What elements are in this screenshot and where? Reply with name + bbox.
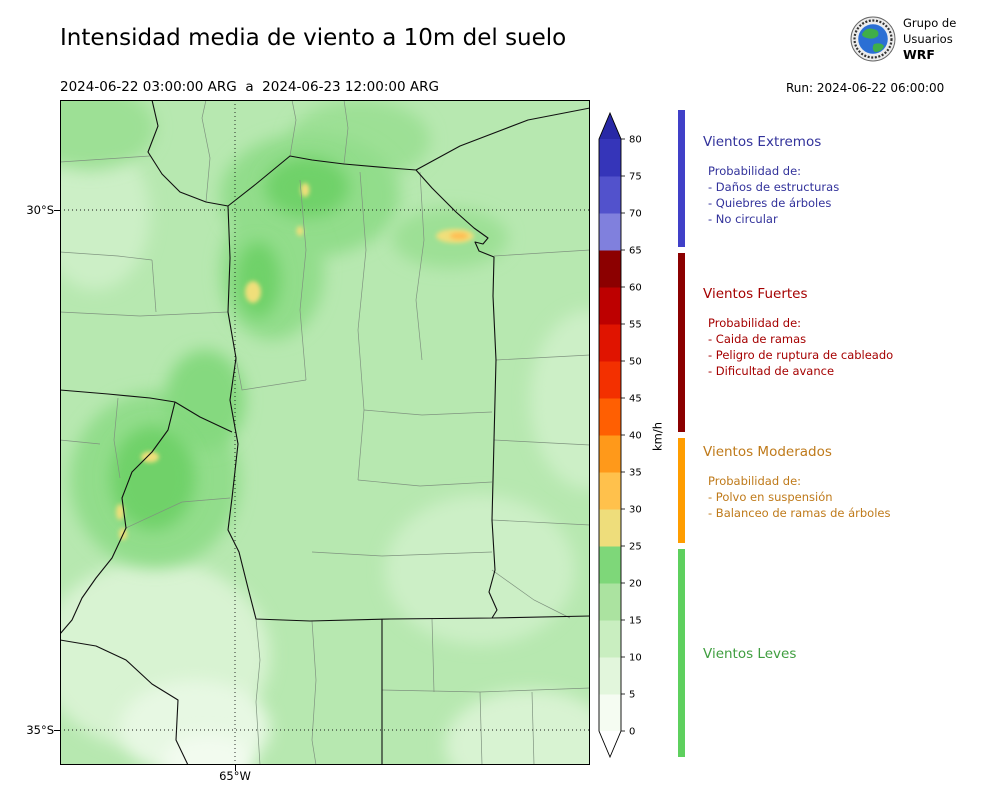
wrf-globe-icon: [850, 16, 896, 62]
page-title: Intensidad media de viento a 10m del sue…: [60, 25, 567, 51]
wind-map-svg: [60, 100, 590, 765]
legend-section-fuertes: Vientos Fuertes Probabilidad de: - Caida…: [703, 286, 995, 379]
department-boundaries: [60, 100, 590, 765]
legend-section-extremos: Vientos Extremos Probabilidad de: - Daño…: [703, 134, 995, 227]
legend-heading: Probabilidad de:: [708, 164, 802, 178]
colorbar-tick-label: 70: [629, 208, 642, 219]
logo-line-1: Grupo de: [903, 16, 957, 30]
colorbar-segment: [599, 324, 621, 362]
lat-tick-30s: 30°S: [26, 203, 54, 217]
legend-heading: Probabilidad de:: [708, 474, 802, 488]
colorbar: 0 5 10 15 20 25 30 35 40 45 50 55 60 65 70 75 80: [598, 111, 642, 759]
colorbar-segment: [599, 620, 621, 658]
colorbar-tick-label: 15: [629, 615, 642, 626]
legend-strip-moderados: [678, 438, 685, 543]
legend-item: - Balanceo de ramas de árboles: [708, 506, 891, 520]
legend-strip-extremos: [678, 110, 685, 247]
colorbar-segment: [599, 176, 621, 214]
colorbar-tick-label: 65: [629, 245, 642, 256]
colorbar-segment: [599, 546, 621, 584]
gridlines: [60, 100, 590, 765]
legend-strip: [678, 110, 685, 757]
colorbar-tick-label: 35: [629, 467, 642, 478]
legend-strip-fuertes: [678, 253, 685, 432]
legend-title: Vientos Extremos: [703, 134, 822, 150]
colorbar-segment: [599, 509, 621, 547]
colorbar-segment: [599, 361, 621, 399]
colorbar-segment: [599, 583, 621, 621]
colorbar-unit-label: km/h: [650, 421, 665, 452]
logo-line-2: Usuarios: [903, 31, 953, 46]
colorbar-segment: [599, 139, 621, 177]
colorbar-tick-label: 20: [629, 578, 642, 589]
colorbar-under-arrow: [599, 731, 621, 757]
province-boundaries: [60, 100, 590, 765]
legend-strip-leves: [678, 549, 685, 757]
legend-item: - Quiebres de árboles: [708, 196, 832, 210]
legend-item: - Dificultad de avance: [708, 364, 835, 378]
colorbar-segment: [599, 472, 621, 510]
legend-title: Vientos Fuertes: [703, 286, 808, 302]
colorbar-tick-label: 45: [629, 393, 642, 404]
colorbar-tick-label: 25: [629, 541, 642, 552]
legend-title: Vientos Moderados: [703, 444, 832, 460]
colorbar-tick-label: 80: [629, 134, 642, 145]
wind-shading: [60, 100, 590, 765]
map-frame: [60, 100, 590, 765]
lat-tick-35s: 35°S: [26, 723, 54, 737]
legend-section-moderados: Vientos Moderados Probabilidad de: - Pol…: [703, 444, 995, 521]
legend-heading: Probabilidad de:: [708, 316, 802, 330]
legend: Vientos Extremos Probabilidad de: - Daño…: [703, 110, 995, 760]
legend-item: - Daños de estructuras: [708, 180, 840, 194]
legend-item: - Polvo en suspensión: [708, 490, 833, 504]
colorbar-tick-label: 50: [629, 356, 642, 367]
colorbar-tick-label: 40: [629, 430, 642, 441]
colorbar-over-arrow: [599, 113, 621, 139]
legend-section-leves: Vientos Leves: [703, 646, 995, 675]
colorbar-tick-label: 5: [629, 689, 635, 700]
colorbar-tick-label: 75: [629, 171, 642, 182]
date-range: 2024-06-22 03:00:00 ARG a 2024-06-23 12:…: [60, 79, 439, 95]
logo-line-3: WRF: [903, 47, 935, 62]
colorbar-segment: [599, 287, 621, 325]
colorbar-tick-label: 10: [629, 652, 642, 663]
run-timestamp: Run: 2024-06-22 06:00:00: [786, 81, 945, 95]
colorbar-segment: [599, 435, 621, 473]
wrf-logo-text: Grupo de Usuarios WRF: [903, 16, 956, 63]
colorbar-segment: [599, 213, 621, 251]
colorbar-segment: [599, 694, 621, 732]
lon-tickmark: [234, 765, 236, 771]
lat-tickmark-top: [54, 209, 60, 211]
colorbar-segment: [599, 250, 621, 288]
colorbar-tick-label: 0: [629, 726, 635, 737]
lat-tickmark-bottom: [54, 729, 60, 731]
colorbar-tick-label: 30: [629, 504, 642, 515]
legend-title: Vientos Leves: [703, 646, 797, 662]
colorbar-tick-label: 60: [629, 282, 642, 293]
colorbar-segment: [599, 398, 621, 436]
legend-item: - Peligro de ruptura de cableado: [708, 348, 894, 362]
lon-tick-65w: 65°W: [219, 769, 251, 783]
legend-item: - Caida de ramas: [708, 332, 807, 346]
legend-item: - No circular: [708, 212, 778, 226]
colorbar-segment: [599, 657, 621, 695]
wind-map: [60, 100, 590, 765]
colorbar-tick-label: 55: [629, 319, 642, 330]
